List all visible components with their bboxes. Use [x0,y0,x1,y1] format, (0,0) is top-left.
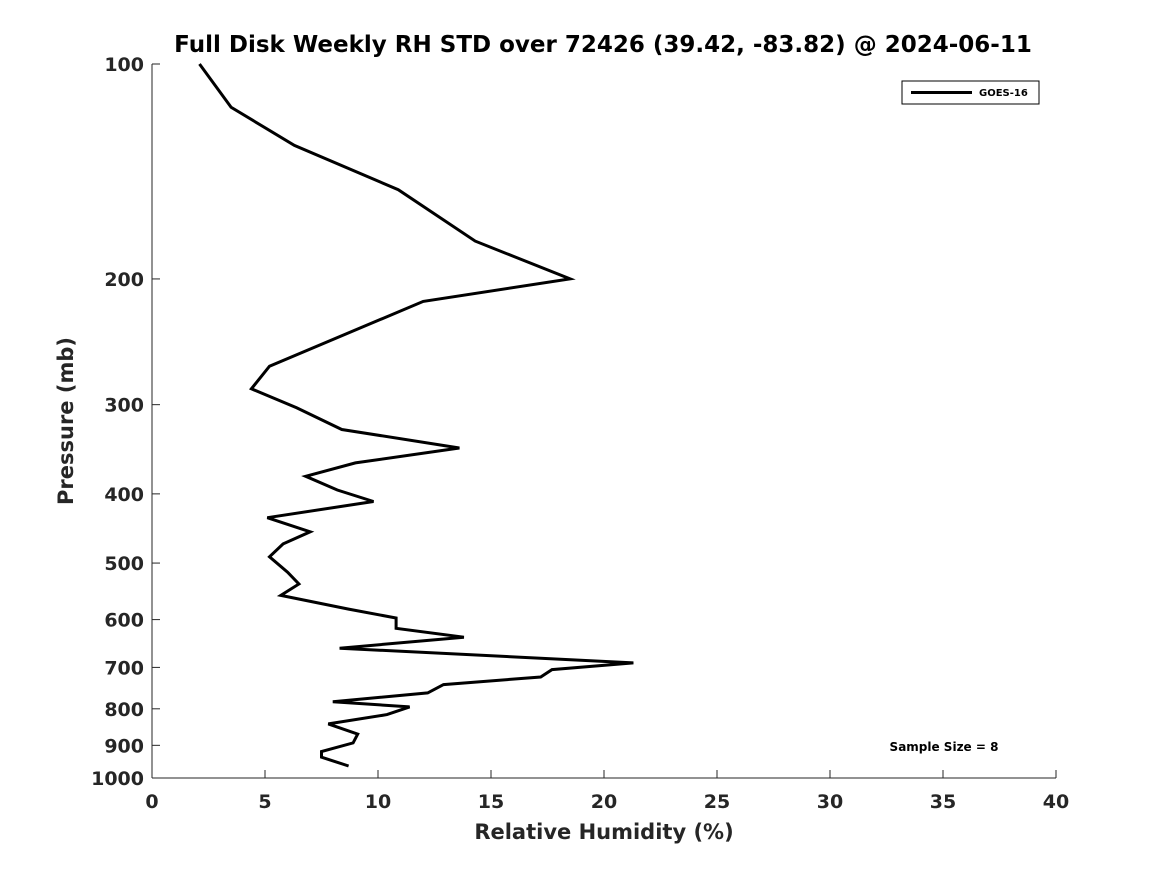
sample-size-annotation: Sample Size = 8 [890,740,999,754]
y-tick-label: 800 [104,699,144,721]
y-tick-label: 600 [104,610,144,632]
y-tick-label: 700 [104,657,144,679]
x-tick-label: 35 [930,791,956,813]
x-tick-label: 20 [591,791,617,813]
x-tick-label: 0 [145,791,158,813]
x-axis-label: Relative Humidity (%) [474,820,733,844]
legend: GOES-16 [901,80,1040,105]
y-tick-label: 500 [104,553,144,575]
series-group [198,63,634,768]
y-tick-label: 200 [104,269,144,291]
x-tick-label: 10 [365,791,391,813]
x-tick-label: 5 [258,791,271,813]
x-tick-label: 40 [1043,791,1069,813]
y-tick-label: 400 [104,484,144,506]
x-tick-label: 30 [817,791,843,813]
y-tick-label: 1000 [91,768,144,790]
chart-title: Full Disk Weekly RH STD over 72426 (39.4… [174,32,1032,58]
x-axis-ticks: 0 5 10 15 20 25 30 35 40 [145,770,1069,813]
y-tick-label: 900 [104,735,144,757]
y-axis-ticks: 100 200 300 400 500 600 700 800 900 1000 [91,54,160,790]
y-tick-label: 300 [104,395,144,417]
x-tick-label: 15 [478,791,504,813]
y-axis-label: Pressure (mb) [54,337,78,505]
series-line-goes16 [198,63,634,768]
legend-label-goes16: GOES-16 [979,88,1028,99]
y-tick-label: 100 [104,54,144,76]
x-tick-label: 25 [704,791,730,813]
